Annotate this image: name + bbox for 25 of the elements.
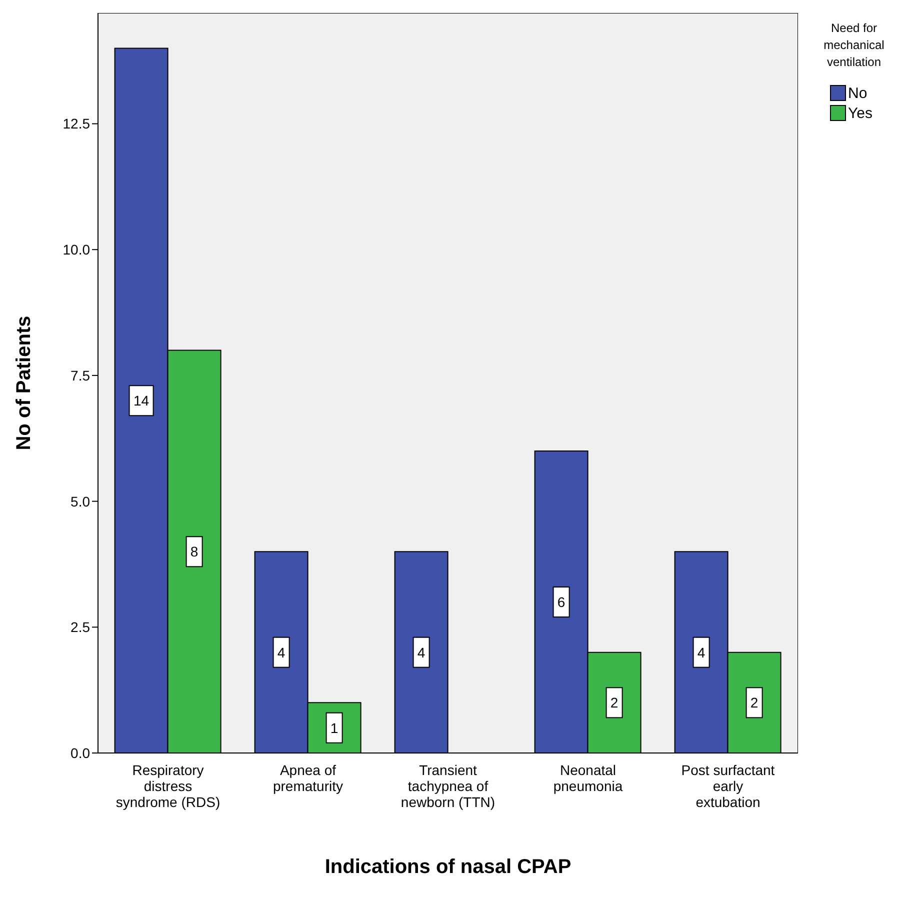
x-tick-label: Apnea of prematurity [272, 762, 344, 794]
y-tick-label: 0.0 [70, 744, 90, 761]
y-tick-label: 10.0 [62, 242, 90, 258]
legend-label: No [848, 84, 868, 102]
data-label: 4 [417, 644, 426, 660]
data-label: 4 [697, 644, 706, 660]
data-label: 2 [750, 694, 758, 711]
x-tick-label: Transient tachypnea of newborn (TTN) [400, 762, 496, 810]
y-tick-label: 12.5 [62, 116, 90, 132]
data-label: 8 [190, 544, 198, 560]
y-tick-label: 7.5 [70, 367, 90, 384]
data-label: 2 [610, 694, 618, 711]
data-label: 4 [277, 644, 286, 660]
y-axis-title: No of Patients [13, 316, 36, 450]
x-tick-label: Respiratory distress syndrome (RDS) [116, 762, 220, 810]
x-axis-title: Indications of nasal CPAP [324, 856, 572, 878]
x-tick-label: Post surfactant early extubation [681, 762, 775, 810]
legend-label: Yes [848, 104, 872, 122]
x-tick-label: Neonatal pneumonia [553, 762, 623, 794]
y-tick-label: 5.0 [70, 493, 90, 510]
data-label: 1 [330, 720, 338, 736]
y-tick-label: 2.5 [70, 619, 90, 636]
data-label: 6 [557, 594, 566, 610]
legend-title: Need for mechanical ventilation [822, 20, 886, 71]
data-label: 14 [134, 392, 150, 409]
